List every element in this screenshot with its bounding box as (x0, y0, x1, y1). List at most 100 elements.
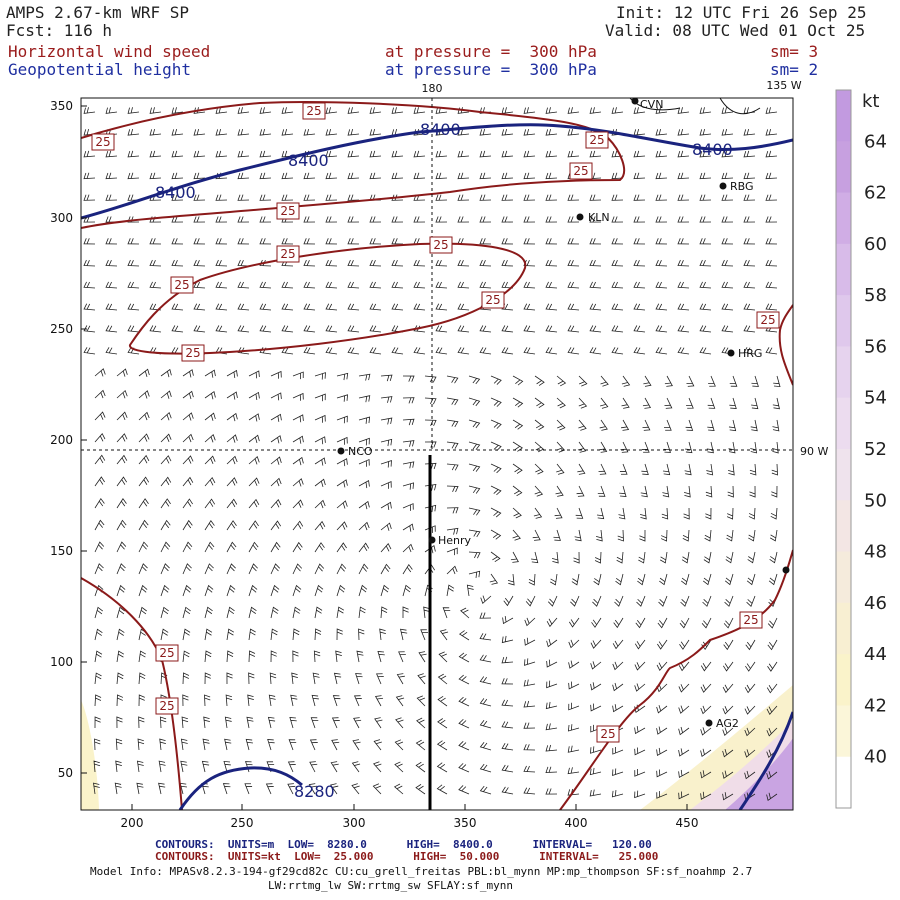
wind-barb (336, 606, 345, 619)
wind-barb (416, 717, 426, 729)
wind-barb (281, 325, 294, 333)
wind-barb (270, 477, 282, 487)
wind-barb (267, 716, 276, 729)
wind-barb (699, 238, 712, 245)
wind-barb (416, 695, 426, 707)
wind-barb (94, 411, 106, 421)
svg-text:KLN: KLN (588, 211, 610, 224)
y-tick: 150 (50, 544, 73, 558)
wind-barb (394, 761, 404, 773)
wind-barb (380, 396, 393, 403)
wind-barb (512, 485, 523, 497)
wind-barb (567, 745, 580, 753)
wind-barb (303, 281, 316, 289)
wind-barb (347, 194, 360, 201)
wind-barb (347, 303, 360, 311)
wind-barb (490, 507, 502, 518)
wind-barb (105, 347, 118, 355)
wind-barb (662, 463, 671, 476)
wind-barb (501, 635, 514, 644)
wind-barb (237, 238, 250, 245)
wind-barb (639, 507, 647, 520)
wind-barb (573, 551, 580, 564)
wind-barb (203, 716, 210, 729)
wind-barb (269, 672, 277, 685)
colorbar-cell (836, 500, 851, 553)
wind-barb (336, 521, 348, 531)
svg-text:25: 25 (573, 164, 588, 178)
wind-barb (314, 372, 326, 380)
wind-barb (116, 672, 124, 685)
wind-barb (127, 259, 140, 267)
wind-barb (394, 739, 404, 751)
wind-barb (402, 397, 415, 404)
wind-barb (224, 716, 232, 729)
wind-barb (655, 303, 668, 311)
wind-barb (358, 395, 371, 403)
wind-barb (765, 303, 778, 311)
wind-barb (723, 617, 734, 629)
wind-barb (204, 433, 216, 443)
wind-barb (259, 194, 272, 201)
wind-barb (468, 529, 481, 538)
wind-barb (682, 529, 690, 542)
wind-barb (248, 628, 256, 641)
wind-barb (534, 397, 545, 409)
wind-barb (413, 107, 426, 114)
wind-barb (590, 661, 602, 670)
wind-barb (766, 771, 778, 780)
wind-barb (678, 661, 690, 672)
wind-barb (369, 259, 382, 267)
wind-barb (259, 216, 272, 223)
wind-barb (292, 628, 300, 641)
wind-barb (424, 375, 437, 383)
wind-barb (501, 742, 514, 751)
wind-barb (94, 519, 105, 531)
wind-barb (546, 659, 558, 668)
wind-barb (656, 769, 668, 778)
wind-barb (468, 570, 481, 579)
wind-barb (589, 150, 602, 158)
wind-barb (395, 717, 404, 729)
wind-barb (193, 172, 206, 180)
wind-barb (524, 637, 536, 646)
wind-barb (479, 785, 492, 795)
wind-barb (330, 783, 339, 795)
wind-barb (226, 498, 238, 509)
wind-barb (677, 259, 690, 267)
wind-barb (380, 501, 392, 510)
wind-barb (686, 397, 694, 409)
y-tick: 200 (50, 433, 73, 447)
wind-barb (215, 128, 228, 136)
colorbar-tick-label: 64 (864, 131, 887, 152)
wind-barb (707, 397, 716, 409)
wind-barb (116, 519, 127, 531)
wind-barb (479, 281, 492, 289)
wind-barb (567, 281, 580, 289)
wind-barb (248, 434, 260, 444)
wind-barb (708, 375, 716, 387)
wind-barb (769, 529, 778, 542)
wind-barb (94, 368, 106, 377)
wind-barb (270, 520, 282, 531)
wind-barb (589, 281, 602, 289)
wind-barb (402, 418, 415, 426)
wind-barb (182, 563, 192, 575)
wind-barb (512, 507, 522, 519)
wind-barb (116, 563, 126, 575)
wind-barb (127, 107, 140, 114)
wind-barb (729, 375, 738, 387)
wind-barb (523, 194, 536, 201)
wind-barb (351, 761, 361, 773)
wind-barb (468, 485, 481, 494)
height-contour-8280 (178, 766, 303, 810)
wind-barb (358, 563, 369, 575)
wind-barb (393, 783, 404, 795)
wind-barb (612, 639, 624, 650)
speed-label: 25 (429, 236, 453, 254)
wind-barb (744, 749, 756, 758)
wind-barb (292, 371, 304, 380)
wind-barb (769, 551, 778, 564)
wind-barb (534, 463, 544, 475)
lon-label-90w: 90 W (800, 445, 828, 458)
